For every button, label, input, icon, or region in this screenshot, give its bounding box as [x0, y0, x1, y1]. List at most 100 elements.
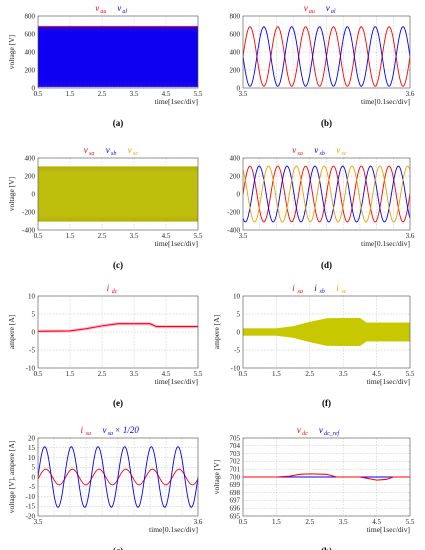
- series-group-e: [38, 322, 198, 333]
- x-tick-label: 0.5: [239, 518, 248, 526]
- y-tick-label: -10: [231, 364, 241, 372]
- legend-entry-subscript: sb: [320, 289, 325, 295]
- y-tick-label: -15: [26, 503, 36, 511]
- chart-caption: (b): [321, 118, 332, 128]
- series-band-v-al: [38, 26, 198, 88]
- y-tick-label: 0: [32, 473, 36, 481]
- y-axis-label: voltage [V]: [212, 460, 221, 494]
- y-tick-label: -10: [26, 493, 36, 501]
- legend-entry: i: [107, 283, 110, 293]
- legend-g: i sa v sa × 1/20: [81, 425, 140, 437]
- series-group-h: [243, 473, 410, 481]
- y-tick-label: 200: [25, 66, 36, 74]
- legend-entry: v: [106, 145, 110, 155]
- series-group-f: [243, 317, 410, 347]
- y-axis-label: voltage [V], ampere [A]: [7, 441, 16, 513]
- y-tick-label: -200: [227, 208, 240, 216]
- legend-entry: i: [336, 283, 339, 293]
- series-group-g: [38, 446, 198, 508]
- legend-e: i dc: [107, 283, 118, 295]
- plot-frame-h: [242, 437, 411, 517]
- x-tick-label: 5.5: [194, 232, 203, 240]
- series-band-v-sc: [38, 166, 198, 222]
- y-tick-label: 10: [233, 292, 241, 300]
- plot-frame-g: [37, 437, 199, 517]
- plot-frame-c: [37, 157, 199, 231]
- legend-entry-subscript: sc: [342, 151, 347, 157]
- legend-entry: i: [314, 283, 317, 293]
- y-tick-label: 698: [230, 489, 241, 497]
- legend-entry-subscript: sc: [342, 289, 347, 295]
- y-tick-label: 400: [230, 48, 241, 56]
- x-tick-label: 3.5: [34, 518, 43, 526]
- y-tick-label: -200: [22, 208, 35, 216]
- legend-entry: v: [336, 145, 340, 155]
- x-axis-label: time[1sec/div]: [155, 239, 198, 248]
- x-tick-label: 4.5: [162, 370, 171, 378]
- y-tick-label: 400: [25, 48, 36, 56]
- chart-caption: (f): [322, 398, 331, 408]
- y-tick-label: 700: [230, 473, 241, 481]
- legend-entry: v: [326, 3, 330, 13]
- chart-caption: (e): [113, 398, 123, 408]
- y-tick-label: 704: [230, 442, 241, 450]
- series-line-v-dc: [243, 473, 410, 481]
- x-tick-label: 5.5: [406, 518, 415, 526]
- y-tick-label: 200: [230, 172, 241, 180]
- legend-entry: v: [319, 425, 323, 435]
- y-tick-label: 695: [230, 512, 241, 520]
- y-tick-label: 701: [230, 466, 241, 474]
- series-line-v-sc: [243, 165, 410, 223]
- y-tick-label: 703: [230, 450, 241, 458]
- x-tick-label: 2.5: [98, 90, 107, 98]
- x-tick-label: 3.5: [130, 232, 139, 240]
- plot-frame-a: [37, 15, 199, 89]
- x-axis-label: time[1sec/div]: [367, 377, 410, 386]
- y-tick-label: 15: [28, 444, 36, 452]
- x-tick-label: 3.5: [239, 232, 248, 240]
- legend-entry: v: [84, 145, 88, 155]
- legend-entry-subscript: dc: [302, 431, 308, 437]
- legend-f: i sa i sb i sc: [292, 283, 347, 295]
- legend-entry: i: [292, 283, 295, 293]
- y-tick-label: 600: [230, 30, 241, 38]
- y-tick-label: 200: [230, 66, 241, 74]
- legend-entry-subscript: sb: [111, 151, 116, 157]
- x-tick-label: 1.5: [66, 232, 75, 240]
- plot-frame-d: [242, 157, 411, 231]
- y-tick-label: 696: [230, 505, 241, 513]
- chart-caption: (d): [321, 260, 332, 270]
- legend-entry: v: [95, 3, 99, 13]
- x-axis-label: time[0.1sec/div]: [149, 525, 198, 534]
- y-tick-label: -400: [227, 226, 240, 234]
- y-tick-label: 697: [230, 497, 241, 505]
- x-tick-label: 3.5: [239, 90, 248, 98]
- x-tick-label: 2.5: [305, 518, 314, 526]
- y-axis-label: voltage [V]: [7, 177, 16, 211]
- legend-a: v au v al: [95, 3, 127, 15]
- y-tick-label: 200: [25, 172, 36, 180]
- legend-entry-subscript: au: [309, 9, 315, 15]
- x-tick-label: 5.5: [194, 90, 203, 98]
- x-tick-label: 0.5: [34, 232, 43, 240]
- x-tick-label: 3.6: [194, 518, 203, 526]
- legend-entry-subscript: al: [331, 9, 336, 15]
- y-tick-label: 10: [28, 292, 36, 300]
- chart-caption: (a): [113, 118, 124, 128]
- y-tick-label: -5: [29, 483, 35, 491]
- legend-entry-subscript: dc: [112, 289, 118, 295]
- y-tick-label: 800: [230, 12, 241, 20]
- legend-entry: i: [81, 425, 84, 435]
- x-tick-label: 0.5: [239, 370, 248, 378]
- y-tick-label: -20: [26, 512, 36, 520]
- x-axis-label: time[1sec/div]: [155, 377, 198, 386]
- legend-entry: v: [292, 145, 296, 155]
- y-tick-label: 600: [25, 30, 36, 38]
- series-line-v-sa-20: [38, 446, 198, 508]
- y-tick-label: 400: [230, 154, 241, 162]
